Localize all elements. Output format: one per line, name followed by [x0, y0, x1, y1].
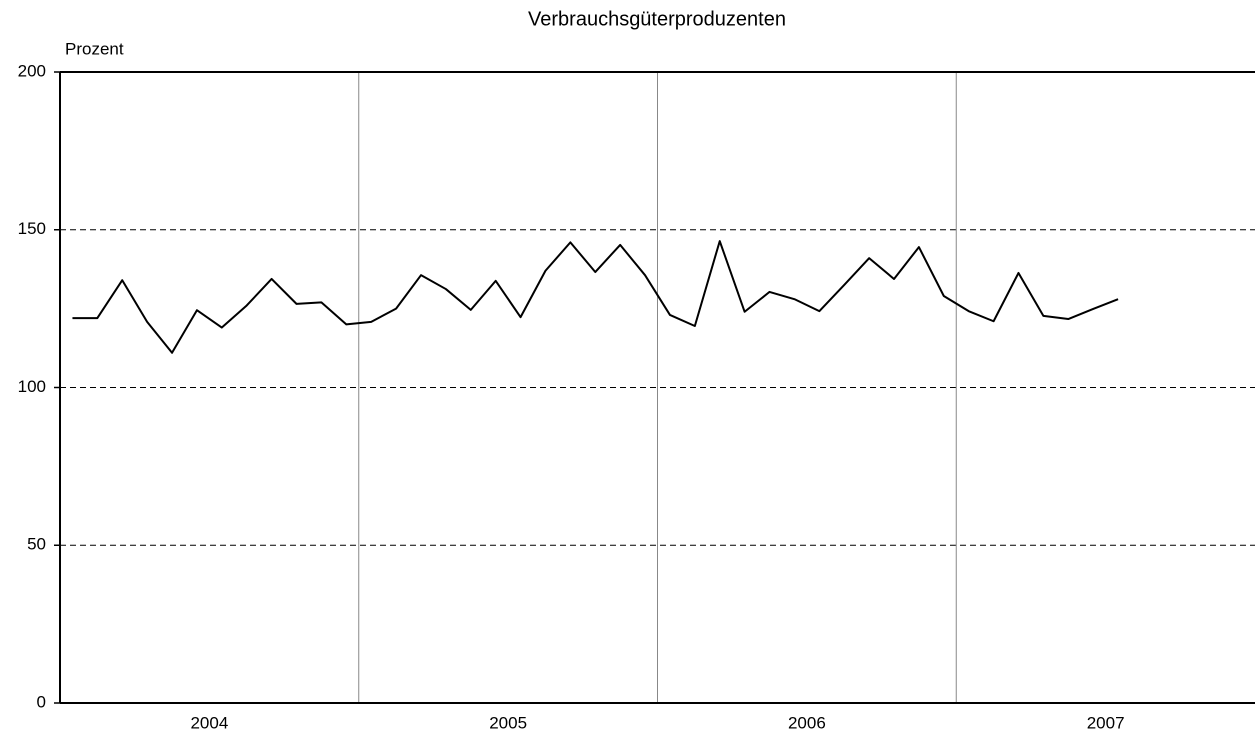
y-tick-label: 100 [18, 377, 46, 396]
x-tick-label: 2006 [788, 713, 826, 732]
chart-title: Verbrauchsgüterproduzenten [528, 8, 786, 30]
x-tick-label: 2007 [1087, 713, 1125, 732]
y-tick-label: 150 [18, 219, 46, 238]
y-tick-label: 0 [37, 692, 46, 711]
data-line [72, 240, 1119, 354]
y-tick-label: 50 [27, 535, 46, 554]
x-tick-label: 2005 [489, 713, 527, 732]
y-tick-label: 200 [18, 61, 46, 80]
x-tick-label: 2004 [190, 713, 228, 732]
y-axis-label: Prozent [65, 39, 124, 58]
